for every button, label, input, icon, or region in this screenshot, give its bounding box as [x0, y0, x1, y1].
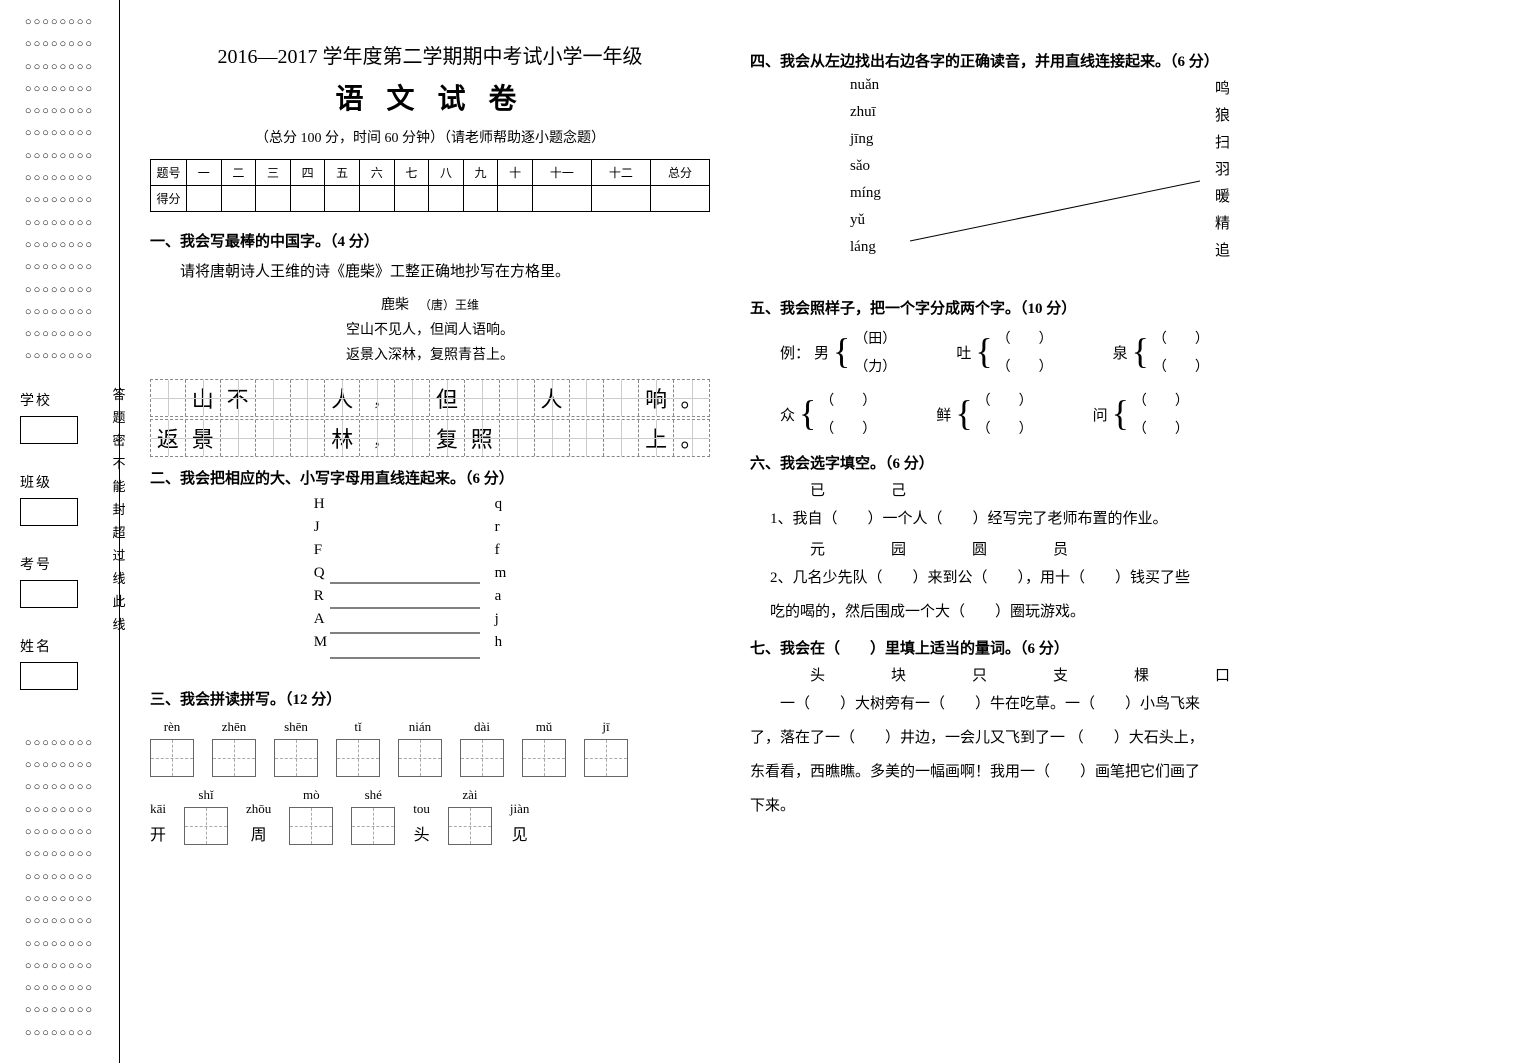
- q6-line1[interactable]: 1、我自（ ）一个人（ ）经写完了老师布置的作业。: [770, 504, 1495, 534]
- q1-head: 一、我会写最棒的中国字。（4 分）: [150, 230, 710, 251]
- q7-p3[interactable]: 东看看，西瞧瞧。多美的一幅画啊！我用一（ ）画笔把它们画了: [750, 757, 1495, 787]
- left-column: 2016—2017 学年度第二学期期中考试小学一年级 语 文 试 卷 （总分 1…: [120, 0, 740, 1063]
- q4-lines: [850, 77, 1230, 287]
- q5-item-wen[interactable]: 问{ （ ）（ ）: [1093, 390, 1189, 438]
- label-school: 学校: [20, 390, 78, 410]
- q5-row1[interactable]: 例：男{ （田）（力） 吐{ （ ）（ ） 泉{ （ ）（ ）: [780, 328, 1495, 376]
- input-class[interactable]: [20, 498, 78, 526]
- q1-poem: 鹿柴（唐）王维 空山不见人，但闻人语响。 返景入深林，复照青苔上。: [150, 293, 710, 369]
- q2-match[interactable]: HJFQRAM qrfmajh: [230, 496, 590, 676]
- q3-row2[interactable]: kāi开shǐzhōu周mòshétou头zàijiàn见: [150, 787, 710, 845]
- q2-left-col: HJFQRAM: [314, 496, 327, 676]
- label-examno: 考号: [20, 554, 78, 574]
- q2-head: 二、我会把相应的大、小写字母用直线连起来。（6 分）: [150, 467, 710, 488]
- score-header-row: 题号一二三四五六七八九十十一十二总分: [151, 160, 710, 186]
- input-school[interactable]: [20, 416, 78, 444]
- q5-example: 例：男{ （田）（力）: [780, 328, 896, 376]
- score-table: 题号一二三四五六七八九十十一十二总分 得分: [150, 159, 710, 212]
- score-value-row[interactable]: 得分: [151, 186, 710, 212]
- q6-choices2: 元 园 圆 员: [810, 538, 1495, 559]
- bubble-block-bottom: ○○○○○○○○ ○○○○○○○○ ○○○○○○○○ ○○○○○○○○ ○○○○…: [0, 736, 119, 1048]
- q3-row1[interactable]: rènzhēnshēntǐniándàimǔjī: [150, 719, 710, 777]
- q5-head: 五、我会照样子，把一个字分成两个字。（10 分）: [750, 297, 1495, 318]
- q3-head: 三、我会拼读拼写。（12 分）: [150, 688, 710, 709]
- q6-head: 六、我会选字填空。（6 分）: [750, 452, 1495, 473]
- seal-line-text: 答 题 密 不 能 封 超 过 线 此 线: [109, 380, 129, 637]
- bubble-block-top: ○○○○○○○○ ○○○○○○○○ ○○○○○○○○ ○○○○○○○○ ○○○○…: [0, 15, 119, 364]
- q7-p4[interactable]: 下来。: [750, 791, 1495, 821]
- q2-right-col: qrfmajh: [495, 496, 507, 676]
- input-name[interactable]: [20, 662, 78, 690]
- q4-head: 四、我会从左边找出右边各字的正确读音，并用直线连接起来。（6 分）: [750, 50, 1495, 71]
- exam-binding-margin: ○○○○○○○○ ○○○○○○○○ ○○○○○○○○ ○○○○○○○○ ○○○○…: [0, 0, 120, 1063]
- input-examno[interactable]: [20, 580, 78, 608]
- q7-p1[interactable]: 一（ ）大树旁有一（ ）牛在吃草。一（ ）小鸟飞来: [750, 689, 1495, 719]
- q5-item-zhong[interactable]: 众{ （ ）（ ）: [780, 390, 876, 438]
- q5-item-quan[interactable]: 泉{ （ ）（ ）: [1113, 328, 1209, 376]
- q5-row2[interactable]: 众{ （ ）（ ） 鲜{ （ ）（ ） 问{ （ ）（ ）: [780, 390, 1495, 438]
- q1-grid-row1[interactable]: 山不人,但人响。: [150, 379, 710, 417]
- label-name: 姓名: [20, 636, 78, 656]
- q5-item-tu[interactable]: 吐{ （ ）（ ）: [956, 328, 1052, 376]
- bubble-row: ○○○○○○○○: [0, 15, 119, 29]
- q7-p2[interactable]: 了，落在了一（ ）井边，一会儿又飞到了一 （ ）大石头上，: [750, 723, 1495, 753]
- exam-title-main: 语 文 试 卷: [150, 77, 710, 117]
- q1-grid-row2[interactable]: 返景林,复照上。: [150, 419, 710, 457]
- q7-choices: 头 块 只 支 棵 口: [810, 664, 1495, 685]
- label-class: 班级: [20, 472, 78, 492]
- q7-head: 七、我会在（ ）里填上适当的量词。（6 分）: [750, 637, 1495, 658]
- q6-line2b[interactable]: 吃的喝的，然后围成一个大（ ）圈玩游戏。: [770, 597, 1495, 627]
- exam-subtitle: （总分 100 分，时间 60 分钟）（请老师帮助逐小题念题）: [150, 127, 710, 147]
- q2-lines: [230, 496, 590, 676]
- q4-match[interactable]: nuǎn鸣zhuī狼jīng扫sǎo羽míng暖yǔ精láng追: [850, 77, 1495, 287]
- exam-title-line1: 2016—2017 学年度第二学期期中考试小学一年级: [150, 40, 710, 69]
- q1-instruction: 请将唐朝诗人王维的诗《鹿柴》工整正确地抄写在方格里。: [180, 257, 710, 287]
- right-column: 四、我会从左边找出右边各字的正确读音，并用直线连接起来。（6 分） nuǎn鸣z…: [740, 0, 1535, 1063]
- q6-choices1: 已 己: [810, 479, 1495, 500]
- q6-line2a[interactable]: 2、几名少先队（ ）来到公（ ），用十（ ）钱买了些: [770, 563, 1495, 593]
- student-info: 学校 班级 考号 姓名: [20, 390, 78, 718]
- q5-item-xian[interactable]: 鲜{ （ ）（ ）: [936, 390, 1032, 438]
